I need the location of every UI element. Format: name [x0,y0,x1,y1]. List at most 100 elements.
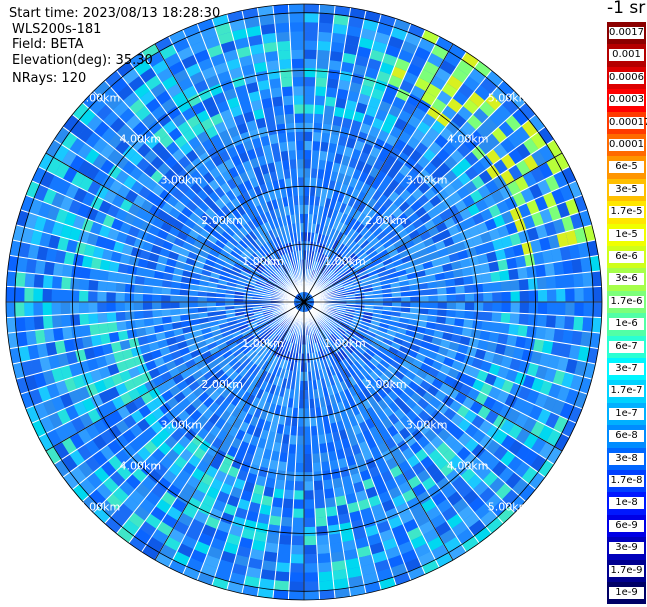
radar-gate [478,449,493,465]
radar-gate [366,208,377,220]
radar-gate [519,302,530,314]
radar-gate [95,404,110,420]
radar-gate [409,307,420,315]
radar-gate [414,46,431,61]
radar-gate [372,257,383,267]
radar-gate [216,70,232,84]
radar-gate [304,49,318,60]
radar-gate [296,159,304,169]
radar-gate [353,283,363,289]
radar-gate [258,578,275,590]
colorbar-swatch: 3e-8 [607,447,646,470]
radar-gate [310,343,315,353]
radar-gate [342,317,353,323]
radar-gate [99,499,117,517]
radar-gate [460,121,476,137]
radar-gate [325,326,333,335]
radar-gate [387,390,399,402]
radar-gate [534,195,549,212]
radar-gate [201,244,212,254]
radar-gate [357,212,367,224]
radar-gate [495,104,512,121]
radar-gate [422,200,435,213]
radar-gate [246,383,256,395]
radar-gate [86,472,103,490]
radar-gate [173,327,184,337]
radar-gate [190,409,203,422]
azimuth-spoke [45,152,305,303]
radar-gate [333,486,346,498]
radar-gate [276,377,284,388]
radar-gate [257,513,271,525]
radar-gate [371,189,383,202]
radar-gate [309,398,316,409]
radar-gate [564,315,575,331]
radar-gate [246,373,256,384]
radar-gate [236,122,249,135]
radar-gate [553,261,565,276]
radar-gate [128,225,141,238]
radar-gate [437,309,447,317]
radar-gate [347,228,356,239]
radar-gate [193,79,209,94]
radar-gate [486,250,498,263]
radar-gate [171,91,187,106]
radar-gate [119,107,136,124]
radar-gate [530,350,542,365]
radar-gate [493,445,509,461]
radar-gate [515,444,531,462]
radar-gate [253,291,263,296]
radar-gate [171,315,181,323]
radar-gate [204,207,216,219]
radar-gate [287,272,293,281]
radar-gate [172,219,185,231]
radar-gate [338,390,348,402]
radar-gate [278,279,286,287]
radar-gate [374,262,385,270]
radar-gate [393,571,411,586]
radar-gate [292,398,299,409]
radar-gate [537,459,554,478]
radar-gate [90,393,104,409]
radar-gate [348,510,363,523]
radar-gate [329,171,339,182]
radar-gate [252,228,261,239]
radar-gate [254,332,264,341]
colorbar-swatch: 3e-6 [607,268,646,291]
radar-gate [562,259,574,275]
radar-gate [216,490,230,504]
radar-gate [177,77,194,92]
radar-gate [370,212,382,223]
radar-gate [181,206,193,218]
radar-gate [361,215,371,227]
colorbar-tick-label: 6e-8 [609,430,644,443]
colorbar-swatch: 3e-5 [607,178,646,202]
radar-gate [547,354,560,370]
radar-gate [237,277,248,284]
radar-gate [116,272,127,284]
radar-gate [545,175,560,192]
radar-gate [243,140,255,152]
radar-gate [355,249,366,258]
radar-gate [188,302,198,308]
radar-gate [485,493,502,510]
radar-gate [224,297,235,302]
radar-gate [484,372,497,387]
radar-gate [128,535,147,552]
colorbar-tick-label: 1e-7 [609,407,644,420]
radar-gate [337,135,349,147]
radar-gate [252,484,265,496]
radar-gate [125,273,136,285]
radar-gate [155,262,166,273]
radar-gate [471,234,484,247]
radar-gate [283,275,290,284]
radar-gate [255,388,265,400]
radar-gate [304,22,319,32]
radar-gate [365,348,376,358]
colorbar-swatch: 0.0017 [607,22,646,45]
radar-gate [304,58,317,69]
radar-gate [121,243,134,256]
radar-gate [290,544,304,555]
radar-gate [106,291,116,302]
